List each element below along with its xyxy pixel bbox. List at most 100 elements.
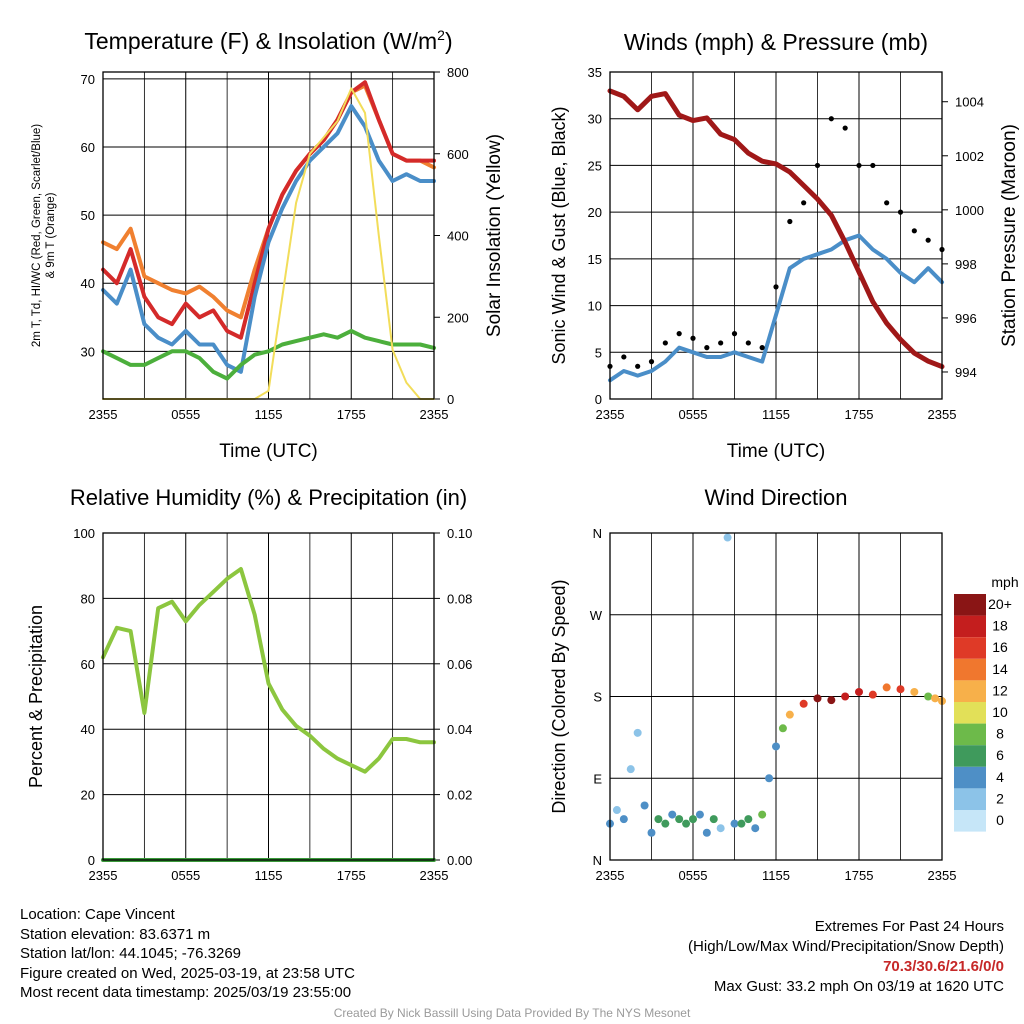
direction-point bbox=[716, 824, 725, 833]
direction-point bbox=[709, 815, 718, 824]
direction-point bbox=[799, 699, 808, 708]
direction-point bbox=[737, 819, 746, 828]
y-right-tick-label: 0.08 bbox=[447, 591, 472, 606]
legend-swatch bbox=[954, 788, 986, 810]
y-right-tick-label: 1002 bbox=[955, 149, 984, 164]
direction-point bbox=[765, 774, 774, 783]
scatter-point bbox=[856, 162, 862, 169]
series-line-3 bbox=[101, 328, 436, 381]
direction-point bbox=[827, 696, 836, 705]
direction-point bbox=[723, 533, 732, 542]
y-right-tick-label: 800 bbox=[447, 65, 469, 80]
y-right-tick-label: 0.10 bbox=[447, 526, 472, 541]
y-tick-label: 50 bbox=[81, 208, 95, 223]
latlon-text: Station lat/lon: 44.1045; -76.3269 bbox=[20, 945, 242, 962]
scatter-point bbox=[635, 363, 641, 369]
y-axis-label: & 9m T (Orange) bbox=[45, 192, 57, 278]
y-tick-label: 70 bbox=[81, 72, 95, 87]
direction-point bbox=[626, 765, 635, 774]
recent-data-text: Most recent data timestamp: 2025/03/19 2… bbox=[20, 984, 352, 1001]
y-tick-label: 20 bbox=[588, 205, 602, 220]
legend-swatch bbox=[954, 680, 986, 702]
scatter-point bbox=[704, 345, 710, 351]
y-tick-label: 60 bbox=[81, 657, 95, 672]
series-line-2 bbox=[101, 104, 436, 374]
y-tick-label: S bbox=[593, 690, 602, 705]
direction-point bbox=[855, 687, 863, 696]
legend-label: 4 bbox=[996, 769, 1004, 785]
scatter-point bbox=[801, 200, 807, 206]
scatter-point bbox=[731, 331, 738, 337]
title-close-paren: ) bbox=[445, 28, 453, 54]
direction-point bbox=[924, 692, 933, 701]
y-tick-label: 100 bbox=[73, 526, 95, 541]
x-tick-label: 1755 bbox=[337, 407, 366, 422]
scatter-point bbox=[897, 209, 904, 215]
plot-frame bbox=[609, 71, 943, 400]
extremes-title: Extremes For Past 24 Hours bbox=[814, 918, 1004, 935]
y-tick-label: E bbox=[593, 771, 602, 786]
direction-point bbox=[640, 801, 649, 810]
elevation-text: Station elevation: 83.6371 m bbox=[20, 925, 211, 943]
x-tick-label: 1155 bbox=[255, 868, 283, 883]
y-right-tick-label: 0.02 bbox=[447, 788, 472, 803]
y-right-tick-label: 200 bbox=[447, 310, 469, 325]
x-tick-label: 2355 bbox=[596, 407, 625, 422]
extremes-description: (High/Low/Max Wind/Precipitation/Snow De… bbox=[688, 938, 1004, 955]
y-tick-label: 30 bbox=[81, 344, 95, 359]
scatter-point bbox=[925, 237, 931, 243]
scatter-point bbox=[759, 345, 765, 351]
direction-point bbox=[661, 819, 670, 828]
x-tick-label: 2355 bbox=[89, 407, 118, 422]
direction-point bbox=[841, 692, 850, 701]
y-right-tick-label: 0.04 bbox=[447, 722, 472, 737]
y-tick-label: 40 bbox=[81, 722, 95, 737]
y-tick-label: 15 bbox=[588, 252, 602, 267]
legend-swatch bbox=[954, 810, 986, 832]
legend-swatch bbox=[954, 745, 986, 767]
direction-point bbox=[633, 728, 642, 737]
direction-point bbox=[772, 742, 780, 751]
scatter-point bbox=[842, 125, 848, 131]
direction-point bbox=[702, 828, 711, 837]
legend-label: 18 bbox=[992, 618, 1008, 634]
scatter-point bbox=[773, 284, 779, 290]
station-info: Location: Cape Vincent Station elevation… bbox=[20, 905, 355, 1003]
direction-point bbox=[619, 815, 628, 824]
x-tick-label: 0555 bbox=[171, 868, 200, 883]
legend-label: 6 bbox=[996, 747, 1004, 763]
legend-label: 10 bbox=[992, 704, 1008, 720]
plot-frame bbox=[609, 532, 943, 861]
chart-title: Temperature (F) & Insolation (W/m2) bbox=[84, 27, 452, 54]
x-tick-label: 2355 bbox=[89, 868, 118, 883]
plot-frame bbox=[102, 71, 435, 400]
direction-point bbox=[868, 690, 877, 699]
scatter-point bbox=[911, 228, 917, 234]
x-tick-label: 1755 bbox=[845, 868, 874, 883]
created-text: Figure created on Wed, 2025-03-19, at 23… bbox=[20, 964, 355, 982]
scatter-point bbox=[690, 335, 696, 341]
scatter-point bbox=[787, 218, 793, 225]
y-right-tick-label: 994 bbox=[955, 365, 977, 380]
x-tick-label: 2355 bbox=[928, 407, 957, 422]
scatter-point bbox=[870, 162, 876, 169]
y-tick-label: 80 bbox=[81, 591, 95, 606]
legend-label: 0 bbox=[996, 812, 1004, 828]
credit-text: Created By Nick Bassill Using Data Provi… bbox=[333, 1006, 691, 1020]
x-tick-label: 1755 bbox=[337, 868, 366, 883]
direction-point bbox=[813, 694, 822, 703]
y-tick-label: 35 bbox=[588, 65, 602, 80]
scatter-point bbox=[648, 359, 655, 365]
legend-label: 16 bbox=[992, 639, 1008, 655]
direction-point bbox=[778, 724, 787, 733]
y-tick-label: W bbox=[590, 608, 603, 623]
y-axis-label: 2m T, Td, HI/WC (Red, Green, Scarlet/Blu… bbox=[31, 124, 43, 347]
x-tick-label: 0555 bbox=[679, 868, 708, 883]
direction-point bbox=[675, 815, 684, 824]
legend-label: 14 bbox=[992, 661, 1008, 677]
y-right-tick-label: 0 bbox=[447, 392, 454, 407]
y-right-tick-label: 998 bbox=[955, 257, 977, 272]
y-tick-label: N bbox=[593, 853, 602, 868]
x-axis-label: Time (UTC) bbox=[219, 441, 318, 462]
